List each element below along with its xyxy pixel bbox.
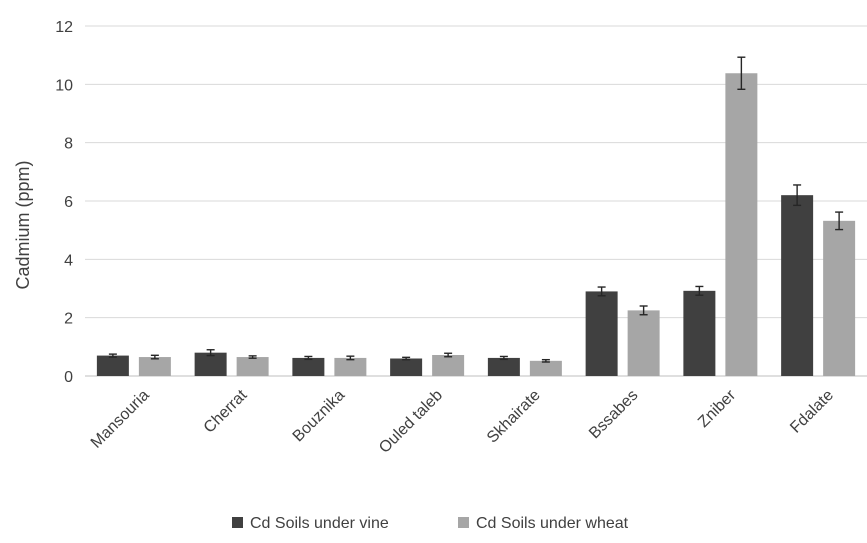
error-bar <box>444 352 453 358</box>
x-category-label: Bssabes <box>586 387 641 442</box>
x-category-label: Skhairate <box>484 387 544 447</box>
bar-vine <box>487 357 520 376</box>
error-bar <box>597 286 606 297</box>
error-bar <box>248 355 257 359</box>
error-bar <box>695 285 704 296</box>
error-bar <box>206 349 215 357</box>
error-bar <box>793 184 802 207</box>
bar-wheat <box>529 360 562 376</box>
bar-wheat <box>725 73 758 376</box>
bar-vine <box>194 352 227 376</box>
x-category-label: Mansouria <box>88 387 153 452</box>
legend-swatch-wheat <box>458 517 469 528</box>
x-category-label: Ouled taleb <box>376 387 446 457</box>
error-bars <box>108 56 844 363</box>
x-category-label: Cherrat <box>201 386 251 436</box>
y-axis-ticks: 0 2 4 6 8 10 12 <box>55 19 73 386</box>
y-tick-label: 6 <box>64 194 73 211</box>
bar-wheat <box>432 355 465 376</box>
bar-vine <box>683 290 716 376</box>
x-category-label: Zniber <box>695 386 740 431</box>
legend-swatch-vine <box>232 517 243 528</box>
error-bar <box>346 355 355 361</box>
error-bar <box>304 355 313 361</box>
x-category-label: Bouznika <box>290 387 349 446</box>
bar-vine <box>96 355 129 376</box>
error-bar <box>737 56 746 90</box>
y-tick-label: 10 <box>55 77 73 94</box>
error-bar <box>402 356 411 361</box>
y-axis-label: Cadmium (ppm) <box>13 160 33 289</box>
bar-wheat <box>334 357 367 376</box>
legend-label-vine: Cd Soils under vine <box>250 515 389 532</box>
error-bar <box>499 355 508 361</box>
bar-vine <box>781 195 814 376</box>
bar-wheat <box>823 220 856 376</box>
x-category-label: Fdalate <box>787 387 837 437</box>
y-tick-label: 2 <box>64 311 73 328</box>
legend-label-wheat: Cd Soils under wheat <box>476 515 629 532</box>
error-bar <box>835 211 844 231</box>
bar-vine <box>390 358 423 376</box>
y-tick-label: 8 <box>64 136 73 153</box>
y-tick-label: 0 <box>64 369 73 386</box>
error-bar <box>150 354 159 360</box>
bars <box>96 73 856 376</box>
y-tick-label: 4 <box>64 252 73 269</box>
error-bar <box>541 358 550 363</box>
bar-wheat <box>138 357 171 376</box>
error-bar <box>639 305 648 316</box>
legend: Cd Soils under vine Cd Soils under wheat <box>232 515 629 532</box>
bar-wheat <box>627 310 660 376</box>
error-bar <box>108 353 117 358</box>
bar-vine <box>585 291 618 376</box>
bar-wheat <box>236 357 269 376</box>
x-axis-categories: Mansouria Cherrat Bouznika Ouled taleb Skhai… <box>88 386 837 456</box>
bar-vine <box>292 357 325 376</box>
y-tick-label: 12 <box>55 19 73 36</box>
